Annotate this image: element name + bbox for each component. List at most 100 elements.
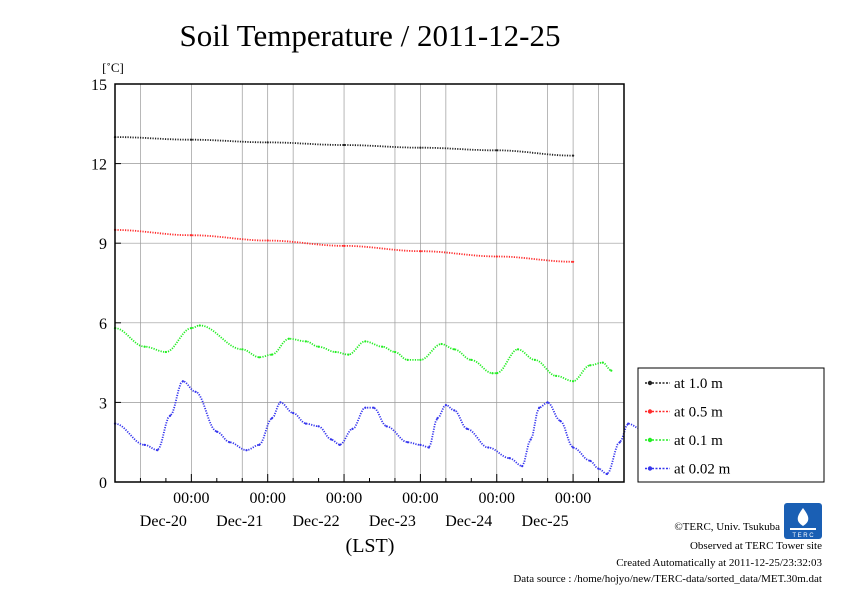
data-point	[164, 350, 167, 354]
chart-title: Soil Temperature / 2011-12-25	[180, 18, 561, 53]
data-point	[228, 441, 231, 444]
x-tick-time: 00:00	[555, 490, 591, 507]
data-point	[406, 358, 409, 361]
data-point	[334, 350, 337, 354]
x-tick-time: 00:00	[249, 490, 285, 507]
data-point	[381, 345, 384, 348]
x-tick-time: 00:00	[479, 490, 515, 507]
x-tick-time: 00:00	[326, 490, 362, 507]
legend-label: at 0.02 m	[674, 462, 731, 478]
data-point	[601, 361, 604, 364]
series-line	[114, 324, 612, 383]
data-point	[270, 353, 273, 356]
series-group	[113, 136, 660, 476]
data-point	[406, 441, 409, 444]
data-point	[266, 141, 269, 144]
data-point	[270, 417, 273, 420]
legend-swatch-dot	[647, 466, 653, 471]
footer-created: Created Automatically at 2011-12-25/23:3…	[616, 557, 822, 569]
legend-label: at 0.1 m	[674, 433, 723, 449]
series-line	[114, 380, 659, 476]
data-point	[198, 324, 201, 327]
x-tick-time: 00:00	[173, 490, 209, 507]
data-point	[343, 244, 346, 247]
data-point	[495, 255, 498, 258]
data-point	[419, 358, 422, 361]
data-point	[495, 372, 498, 375]
data-point	[487, 446, 490, 449]
grid	[115, 84, 624, 482]
data-point	[572, 380, 575, 383]
data-point	[419, 250, 422, 253]
data-point	[194, 390, 197, 393]
data-point	[317, 345, 320, 348]
data-point	[444, 404, 447, 407]
data-point	[258, 443, 261, 446]
data-point	[495, 149, 498, 152]
y-tick-label: 6	[99, 316, 107, 333]
legend-item: at 0.1 m	[645, 433, 723, 449]
data-point	[156, 449, 159, 452]
legend-label: at 0.5 m	[674, 405, 723, 421]
data-point	[419, 146, 422, 149]
series-3	[113, 324, 613, 383]
data-point	[559, 419, 562, 423]
footer-copyright: ©TERC, Univ. Tsukuba	[674, 521, 780, 533]
data-point	[143, 345, 146, 348]
data-point	[516, 348, 520, 351]
data-point	[143, 443, 146, 446]
x-tick-date: Dec-22	[293, 513, 340, 530]
data-point	[190, 234, 193, 237]
y-axis-unit: [˚C]	[102, 60, 124, 75]
data-point	[385, 425, 388, 428]
data-point	[190, 327, 193, 330]
data-point	[610, 369, 613, 372]
data-point	[258, 356, 261, 359]
data-point	[589, 364, 592, 367]
data-point	[347, 353, 350, 356]
data-point	[605, 472, 609, 476]
logo-text: T E R C	[792, 533, 814, 539]
data-point	[338, 443, 341, 446]
x-tick-time: 00:00	[402, 490, 438, 507]
data-point	[304, 340, 307, 343]
data-point	[343, 143, 346, 147]
data-point	[181, 380, 184, 383]
x-axis-label: (LST)	[346, 535, 395, 557]
x-tick-date: Dec-20	[140, 513, 187, 530]
data-point	[572, 154, 575, 157]
data-point	[169, 414, 172, 417]
x-tick-date: Dec-21	[216, 513, 263, 530]
data-point	[292, 411, 295, 415]
x-tick-date: Dec-23	[369, 513, 416, 530]
data-point	[215, 430, 218, 433]
data-point	[572, 446, 575, 449]
data-point	[555, 374, 558, 377]
data-point	[436, 417, 439, 420]
data-point	[618, 441, 621, 444]
x-tick-date: Dec-24	[445, 513, 492, 530]
data-point	[466, 427, 469, 430]
legend-item: at 0.5 m	[645, 405, 723, 421]
data-point	[279, 401, 282, 404]
y-tick-label: 9	[99, 236, 107, 253]
data-point	[427, 446, 430, 449]
data-point	[266, 239, 269, 242]
data-point	[508, 457, 511, 460]
series-4	[113, 380, 660, 476]
data-point	[245, 449, 248, 452]
data-point	[287, 337, 290, 340]
data-point	[538, 406, 541, 409]
data-point	[440, 342, 443, 346]
data-point	[597, 467, 600, 470]
legend-swatch-dot	[647, 409, 653, 414]
data-point	[521, 465, 524, 468]
data-point	[364, 340, 367, 343]
data-point	[491, 372, 494, 375]
data-point	[453, 348, 456, 351]
data-point	[351, 427, 354, 430]
data-point	[241, 348, 244, 351]
data-point	[533, 358, 537, 361]
data-point	[393, 350, 397, 354]
